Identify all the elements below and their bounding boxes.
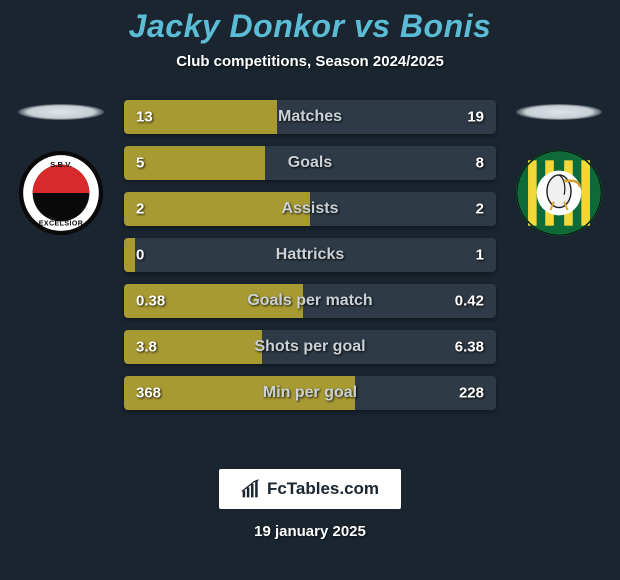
stat-value-left: 2	[136, 201, 144, 218]
excelsior-logo-icon: S.B.V. EXCELSIOR	[18, 150, 104, 236]
bar-left	[124, 238, 135, 272]
stat-value-left: 0	[136, 247, 144, 264]
right-club-column	[510, 100, 608, 236]
stat-value-left: 13	[136, 109, 153, 126]
left-club-badge: S.B.V. EXCELSIOR	[18, 150, 104, 236]
stat-value-right: 19	[467, 109, 484, 126]
stat-label: Goals per match	[247, 292, 372, 310]
shadow-ellipse-left	[18, 104, 104, 120]
stat-value-right: 1	[476, 247, 484, 264]
right-club-badge	[516, 150, 602, 236]
page-title: Jacky Donkor vs Bonis	[0, 8, 620, 45]
stat-row: 5 Goals 8	[124, 146, 496, 180]
stat-label: Goals	[288, 154, 332, 172]
left-club-column: S.B.V. EXCELSIOR	[12, 100, 110, 236]
brand-text: FcTables.com	[267, 479, 379, 499]
stat-label: Matches	[278, 108, 342, 126]
stat-value-right: 6.38	[455, 339, 484, 356]
stat-row: 368 Min per goal 228	[124, 376, 496, 410]
stat-row: 2 Assists 2	[124, 192, 496, 226]
stat-label: Assists	[282, 200, 339, 218]
stat-label: Shots per goal	[254, 338, 365, 356]
svg-text:S.B.V.: S.B.V.	[50, 160, 72, 169]
footer: FcTables.com 19 january 2025	[0, 469, 620, 540]
stat-value-left: 0.38	[136, 293, 165, 310]
stat-value-left: 3.8	[136, 339, 157, 356]
stat-value-left: 368	[136, 385, 161, 402]
stat-row: 0.38 Goals per match 0.42	[124, 284, 496, 318]
stats-column: 13 Matches 19 5 Goals 8 2 Assists 2 0 Hattricks 1 0.…	[124, 100, 496, 410]
chart-icon	[241, 479, 261, 499]
date-text: 19 january 2025	[254, 523, 366, 540]
stat-value-right: 0.42	[455, 293, 484, 310]
stat-value-right: 228	[459, 385, 484, 402]
svg-text:EXCELSIOR: EXCELSIOR	[39, 221, 84, 228]
stat-value-right: 2	[476, 201, 484, 218]
ado-den-haag-logo-icon	[516, 150, 602, 236]
stat-row: 3.8 Shots per goal 6.38	[124, 330, 496, 364]
stat-row: 0 Hattricks 1	[124, 238, 496, 272]
bar-left	[124, 146, 265, 180]
stat-label: Hattricks	[276, 246, 344, 264]
subtitle: Club competitions, Season 2024/2025	[0, 53, 620, 70]
stat-value-left: 5	[136, 155, 144, 172]
main-content: S.B.V. EXCELSIOR 13 Matches 19 5 Goals 8 2 Assi…	[0, 100, 620, 410]
stat-label: Min per goal	[263, 384, 357, 402]
infographic-container: Jacky Donkor vs Bonis Club competitions,…	[0, 0, 620, 580]
stat-row: 13 Matches 19	[124, 100, 496, 134]
stat-value-right: 8	[476, 155, 484, 172]
shadow-ellipse-right	[516, 104, 602, 120]
brand-box: FcTables.com	[219, 469, 401, 509]
